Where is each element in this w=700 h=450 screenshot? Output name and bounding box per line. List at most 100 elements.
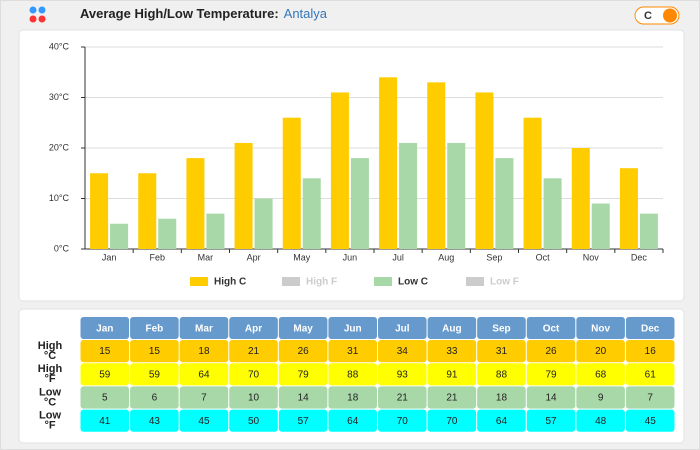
header-label: Nov xyxy=(591,324,610,335)
row-label: Low xyxy=(39,410,61,422)
header-label: Sep xyxy=(492,324,510,335)
header-label: Feb xyxy=(145,324,163,335)
cell-value: 10 xyxy=(248,393,260,404)
cell xyxy=(625,409,675,432)
cell xyxy=(229,409,278,432)
header-cell xyxy=(576,317,625,339)
x-tick-label: Jun xyxy=(343,252,358,262)
cell-value: 5 xyxy=(102,393,108,404)
row-label: High xyxy=(38,340,63,352)
legend-swatch[interactable] xyxy=(466,277,484,286)
header-label: Jun xyxy=(344,324,362,335)
cell xyxy=(625,363,675,386)
y-tick-label: 30°C xyxy=(49,92,70,102)
bar xyxy=(475,92,494,249)
legend-label[interactable]: Low F xyxy=(490,277,519,288)
toggle-knob[interactable] xyxy=(663,8,677,23)
x-tick-label: Apr xyxy=(247,252,261,262)
cell xyxy=(477,386,526,409)
y-tick-label: 0°C xyxy=(54,243,70,253)
cell xyxy=(328,363,377,386)
cell xyxy=(278,340,328,363)
cell xyxy=(576,363,625,386)
cell xyxy=(80,340,130,363)
cell-value: 64 xyxy=(198,369,210,380)
header-label: Mar xyxy=(195,324,213,335)
legend-label[interactable]: High F xyxy=(306,277,337,288)
cell xyxy=(526,386,576,409)
cell-value: 31 xyxy=(496,346,508,357)
cell xyxy=(427,340,477,363)
cell-value: 21 xyxy=(248,346,260,357)
cell xyxy=(328,340,377,363)
legend-swatch[interactable] xyxy=(374,277,392,286)
bar xyxy=(523,117,542,249)
x-tick-label: Sep xyxy=(486,252,502,262)
cell xyxy=(576,340,625,363)
header-label: Jan xyxy=(96,324,113,335)
cell-value: 70 xyxy=(248,369,260,380)
row-label: °C xyxy=(44,350,56,362)
cell-value: 7 xyxy=(647,393,653,404)
cell xyxy=(526,340,576,363)
legend-label[interactable]: High C xyxy=(214,277,246,288)
cell xyxy=(378,363,427,386)
cell-value: 18 xyxy=(496,393,508,404)
cell-value: 48 xyxy=(595,416,607,427)
toggle-label[interactable]: C xyxy=(644,10,652,22)
header-label: Dec xyxy=(641,324,660,335)
bar xyxy=(90,173,109,249)
cell xyxy=(378,386,427,409)
cell-value: 45 xyxy=(198,416,210,427)
cell xyxy=(130,340,179,363)
cell xyxy=(179,363,229,386)
bar xyxy=(619,168,638,249)
cell xyxy=(477,363,526,386)
cell xyxy=(427,386,477,409)
cell-value: 16 xyxy=(645,346,657,357)
legend-swatch[interactable] xyxy=(190,277,208,286)
cell xyxy=(80,386,130,409)
bar xyxy=(495,158,514,249)
cell xyxy=(229,363,278,386)
legend-swatch[interactable] xyxy=(282,277,300,286)
header-cell xyxy=(526,317,576,339)
header-cell xyxy=(427,317,477,339)
cell-value: 7 xyxy=(201,393,207,404)
row-label: Low xyxy=(39,386,61,398)
bar xyxy=(110,223,129,249)
cell xyxy=(625,386,675,409)
cell-value: 20 xyxy=(595,346,607,357)
bar xyxy=(234,142,253,249)
cell-value: 64 xyxy=(496,416,508,427)
y-tick-label: 20°C xyxy=(49,142,70,152)
header-cell xyxy=(378,317,427,339)
unit-toggle[interactable]: C xyxy=(634,6,680,25)
cell xyxy=(427,409,477,432)
header-label: Oct xyxy=(543,324,560,335)
x-tick-label: May xyxy=(293,252,311,262)
legend-label[interactable]: Low C xyxy=(398,277,428,288)
bar xyxy=(447,142,466,249)
y-tick-label: 40°C xyxy=(49,41,70,51)
cell xyxy=(477,409,526,432)
cell-value: 34 xyxy=(397,346,409,357)
cell-value: 41 xyxy=(99,416,111,427)
bar xyxy=(138,173,157,249)
x-tick-label: Jan xyxy=(102,252,117,262)
cell-value: 45 xyxy=(645,416,657,427)
cell-value: 31 xyxy=(347,346,359,357)
cell xyxy=(229,340,278,363)
bar xyxy=(571,148,590,249)
app-icon xyxy=(29,6,46,23)
cell-value: 26 xyxy=(545,346,557,357)
cell-value: 70 xyxy=(446,416,458,427)
cell-value: 91 xyxy=(446,369,458,380)
cell-value: 79 xyxy=(545,369,557,380)
cell-value: 50 xyxy=(248,416,260,427)
cell xyxy=(576,386,625,409)
bar xyxy=(379,77,398,249)
cell xyxy=(378,409,427,432)
bar xyxy=(639,213,658,249)
